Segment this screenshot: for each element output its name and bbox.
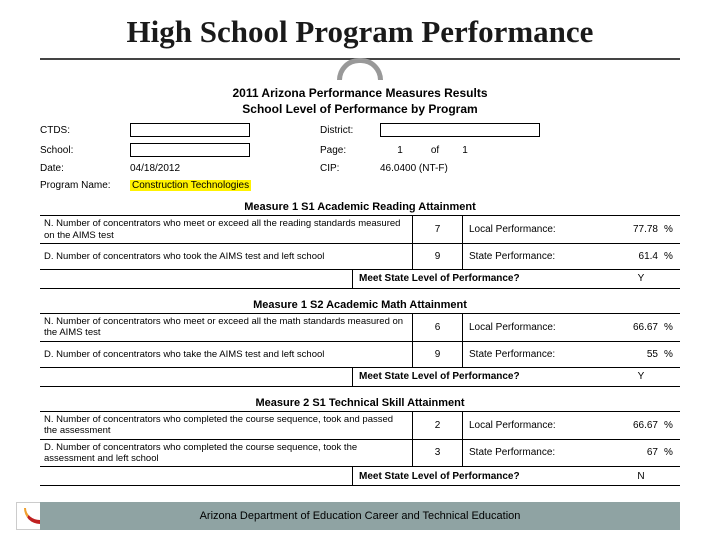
row-count: 3	[412, 440, 462, 467]
performance-label: State Performance:	[462, 244, 602, 269]
report-title: 2011 Arizona Performance Measures Result…	[40, 86, 680, 117]
row-description: N. Number of concentrators who meet or e…	[40, 216, 412, 243]
percent-sign: %	[662, 314, 680, 341]
measure-title: Measure 2 S1 Technical Skill Attainment	[40, 397, 680, 409]
meet-value: N	[602, 467, 680, 485]
page-value: 1	[380, 145, 420, 156]
measure-row: D. Number of concentrators who took the …	[40, 243, 680, 269]
measure-row: N. Number of concentrators who completed…	[40, 411, 680, 439]
ctds-field	[130, 123, 250, 137]
row-description: N. Number of concentrators who completed…	[40, 412, 412, 439]
measure-section: Measure 2 S1 Technical Skill Attainment N…	[40, 397, 680, 487]
row-description: D. Number of concentrators who took the …	[40, 249, 412, 264]
meet-row: Meet State Level of Performance?Y	[40, 367, 680, 387]
measure-section: Measure 1 S2 Academic Math Attainment N. …	[40, 299, 680, 387]
percent-sign: %	[662, 412, 680, 439]
ctds-label: CTDS:	[40, 125, 130, 136]
row-description: D. Number of concentrators who take the …	[40, 347, 412, 362]
header-row-school: School: Page: 1 of 1	[40, 143, 680, 157]
row-description: D. Number of concentrators who completed…	[40, 440, 412, 467]
meet-label: Meet State Level of Performance?	[352, 467, 602, 485]
row-count: 6	[412, 314, 462, 341]
measures-container: Measure 1 S1 Academic Reading Attainment…	[40, 201, 680, 486]
school-field	[130, 143, 250, 157]
of-label: of	[420, 145, 450, 156]
header-row-ctds: CTDS: District:	[40, 123, 680, 137]
report-body: 2011 Arizona Performance Measures Result…	[40, 86, 680, 486]
performance-value: 55	[602, 342, 662, 367]
header-row-program: Program Name: Construction Technologies	[40, 180, 680, 191]
date-label: Date:	[40, 163, 130, 174]
row-count: 9	[412, 244, 462, 269]
decorative-arc-icon	[337, 58, 383, 80]
program-value: Construction Technologies	[130, 180, 251, 191]
performance-label: Local Performance:	[462, 216, 602, 243]
report-title-line2: School Level of Performance by Program	[40, 102, 680, 118]
report-title-line1: 2011 Arizona Performance Measures Result…	[40, 86, 680, 102]
measure-section: Measure 1 S1 Academic Reading Attainment…	[40, 201, 680, 289]
percent-sign: %	[662, 440, 680, 467]
measure-row: N. Number of concentrators who meet or e…	[40, 215, 680, 243]
performance-value: 61.4	[602, 244, 662, 269]
measure-row: D. Number of concentrators who take the …	[40, 341, 680, 367]
of-value: 1	[450, 145, 480, 156]
footer-bar: Arizona Department of Education Career a…	[40, 502, 680, 530]
district-field	[380, 123, 540, 137]
measure-title: Measure 1 S2 Academic Math Attainment	[40, 299, 680, 311]
performance-value: 66.67	[602, 412, 662, 439]
row-description: N. Number of concentrators who meet or e…	[40, 314, 412, 341]
cip-value: 46.0400 (NT-F)	[380, 163, 448, 174]
measure-row: D. Number of concentrators who completed…	[40, 439, 680, 467]
performance-label: State Performance:	[462, 440, 602, 467]
district-label: District:	[320, 125, 380, 136]
meet-row: Meet State Level of Performance?N	[40, 466, 680, 486]
header-row-date: Date: 04/18/2012 CIP: 46.0400 (NT-F)	[40, 163, 680, 174]
percent-sign: %	[662, 342, 680, 367]
performance-value: 67	[602, 440, 662, 467]
slide-title: High School Program Performance	[0, 0, 720, 58]
program-label: Program Name:	[40, 180, 130, 191]
performance-label: State Performance:	[462, 342, 602, 367]
performance-value: 77.78	[602, 216, 662, 243]
page-label: Page:	[320, 145, 380, 156]
row-count: 7	[412, 216, 462, 243]
measure-title: Measure 1 S1 Academic Reading Attainment	[40, 201, 680, 213]
performance-label: Local Performance:	[462, 412, 602, 439]
percent-sign: %	[662, 216, 680, 243]
performance-label: Local Performance:	[462, 314, 602, 341]
meet-label: Meet State Level of Performance?	[352, 270, 602, 288]
cip-label: CIP:	[320, 163, 380, 174]
percent-sign: %	[662, 244, 680, 269]
date-value: 04/18/2012	[130, 163, 250, 174]
meet-value: Y	[602, 368, 680, 386]
row-count: 9	[412, 342, 462, 367]
measure-row: N. Number of concentrators who meet or e…	[40, 313, 680, 341]
school-label: School:	[40, 145, 130, 156]
meet-row: Meet State Level of Performance?Y	[40, 269, 680, 289]
meet-label: Meet State Level of Performance?	[352, 368, 602, 386]
meet-value: Y	[602, 270, 680, 288]
performance-value: 66.67	[602, 314, 662, 341]
row-count: 2	[412, 412, 462, 439]
